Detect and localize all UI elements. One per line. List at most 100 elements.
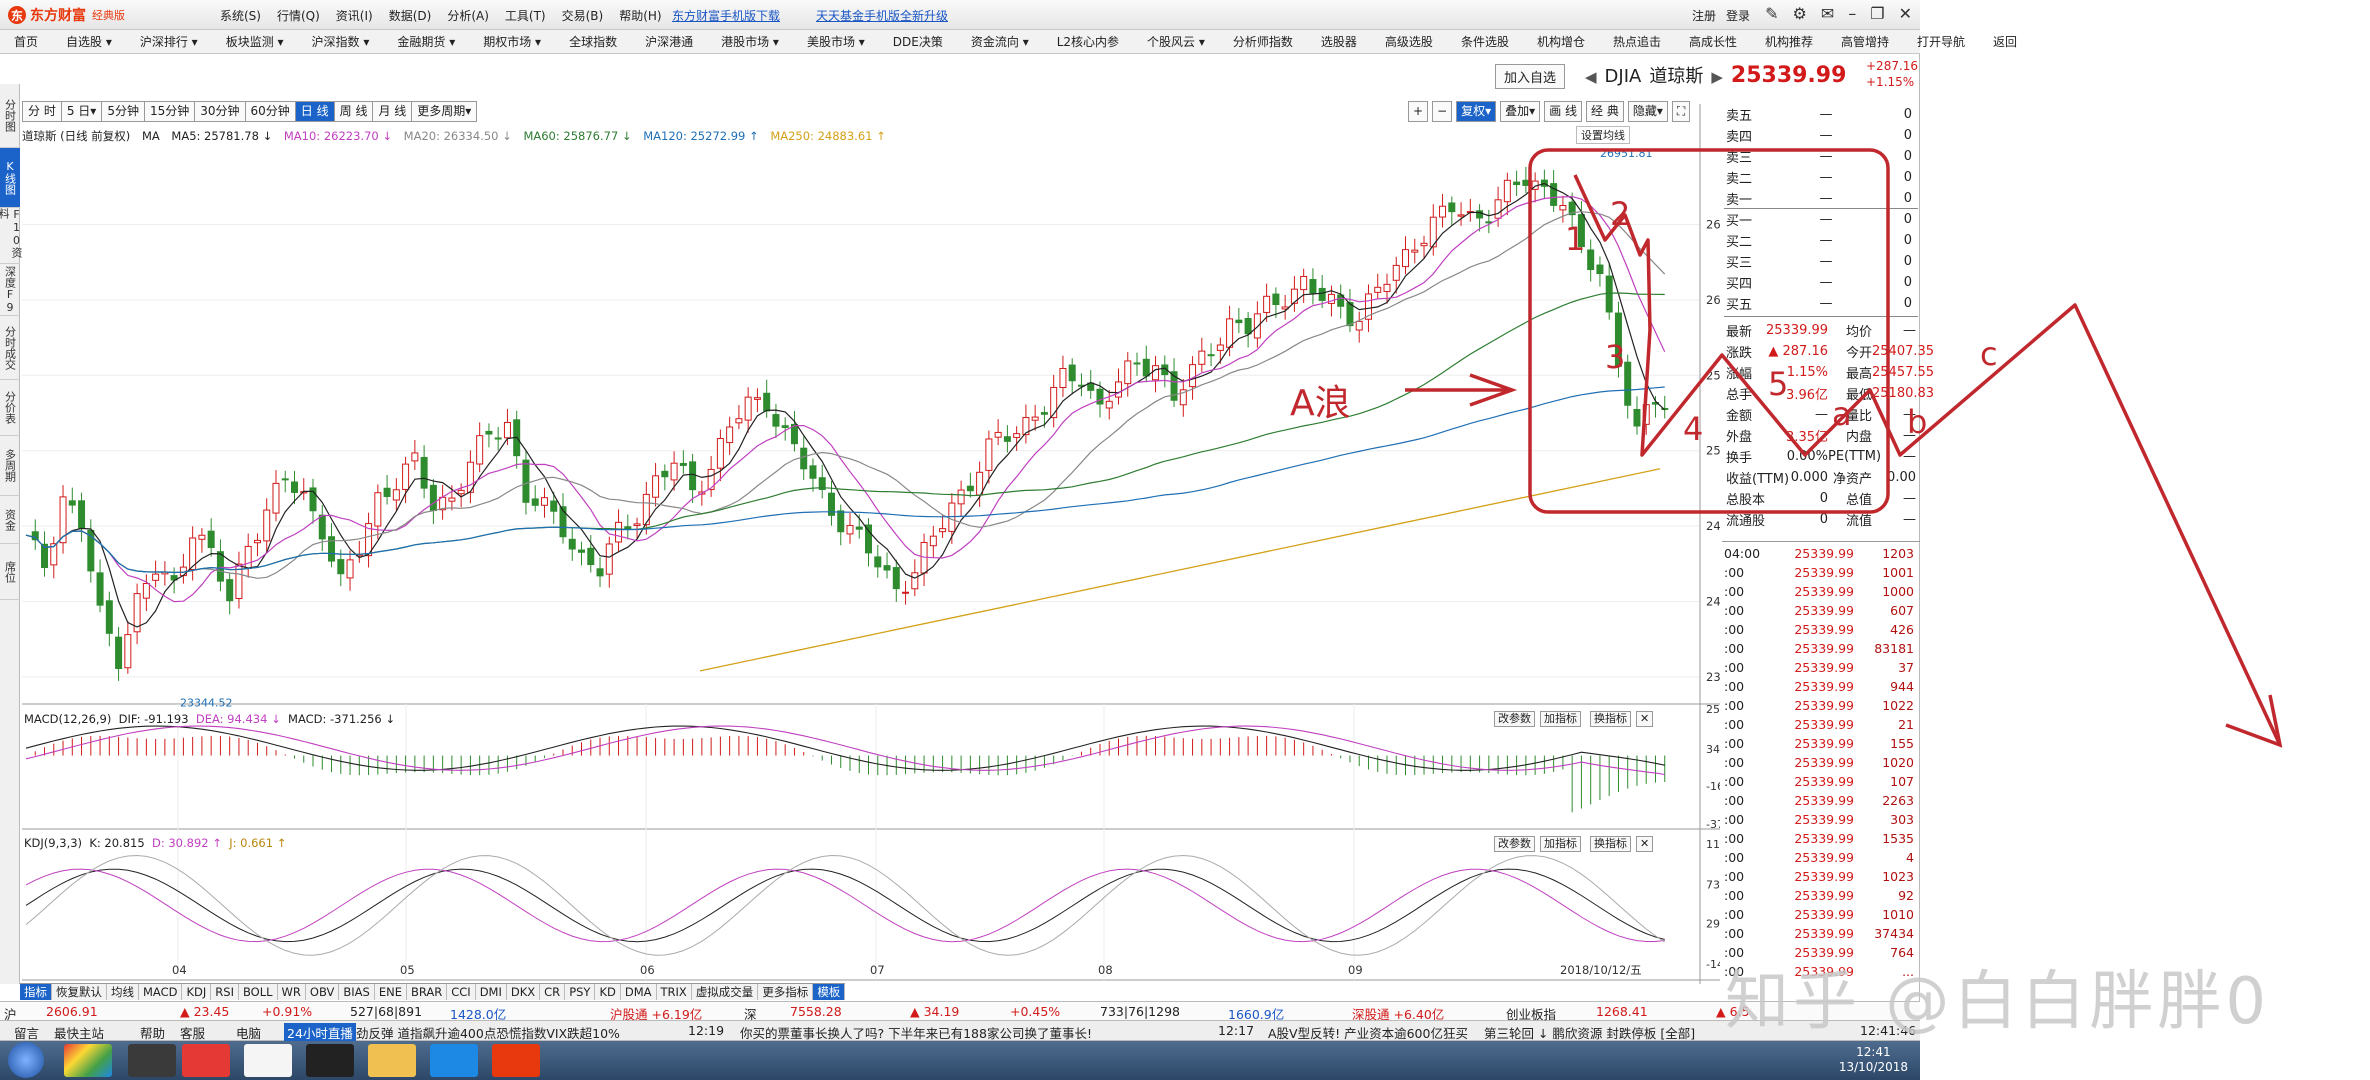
macd-switch-indicator-button[interactable]: 换指标 xyxy=(1590,711,1631,727)
minimize-icon[interactable]: – xyxy=(1848,4,1857,23)
promo-link-mobile[interactable]: 东方财富手机版下载 xyxy=(672,9,781,23)
view-tab-4[interactable]: 分时成交 xyxy=(0,316,20,380)
period-tab-8[interactable]: 月 线 xyxy=(372,101,413,122)
nav-item-6[interactable]: 期权市场 ▾ xyxy=(483,35,542,49)
set-ma-button[interactable]: 设置均线 xyxy=(1576,126,1630,144)
menu-item-4[interactable]: 分析(A) xyxy=(447,9,489,23)
chart-tool-5[interactable]: 经 典 xyxy=(1586,101,1624,122)
nav-item-19[interactable]: 机构增仓 xyxy=(1536,35,1585,49)
message-icon[interactable]: ✉ xyxy=(1820,4,1835,23)
kdj-switch-indicator-button[interactable]: 换指标 xyxy=(1590,836,1631,852)
app-icon-netease[interactable] xyxy=(244,1044,292,1077)
nav-item-11[interactable]: DDE决策 xyxy=(892,35,943,49)
indicator-tab-7[interactable]: WR xyxy=(277,984,306,1000)
indicator-tab-2[interactable]: 均线 xyxy=(107,984,139,1000)
chart-tool-6[interactable]: 隐藏▾ xyxy=(1627,101,1668,122)
nav-item-2[interactable]: 沪深排行 ▾ xyxy=(139,35,198,49)
chart-tool-4[interactable]: 画 线 xyxy=(1544,101,1583,122)
menu-item-1[interactable]: 行情(Q) xyxy=(276,9,320,23)
nav-item-4[interactable]: 沪深指数 ▾ xyxy=(311,35,370,49)
nav-item-8[interactable]: 沪深港通 xyxy=(645,35,694,49)
nav-item-21[interactable]: 高成长性 xyxy=(1688,35,1737,49)
indicator-tab-10[interactable]: ENE xyxy=(374,984,407,1000)
nav-item-20[interactable]: 热点追击 xyxy=(1612,35,1661,49)
add-favorite-button[interactable]: 加入自选 xyxy=(1495,64,1566,89)
folder-icon[interactable] xyxy=(368,1044,416,1077)
nav-item-13[interactable]: L2核心内参 xyxy=(1056,35,1120,49)
settings-icon[interactable]: ⚙ xyxy=(1792,4,1807,23)
view-tab-1[interactable]: K线图 xyxy=(0,148,20,208)
start-button-icon[interactable] xyxy=(8,1042,44,1078)
indicator-tab-0[interactable]: 指标 xyxy=(20,984,52,1000)
app-icon-red-flag[interactable] xyxy=(182,1044,230,1077)
app-icon-w[interactable] xyxy=(430,1044,478,1077)
indicator-tab-1[interactable]: 恢复默认 xyxy=(52,984,107,1000)
nav-item-24[interactable]: 打开导航 xyxy=(1917,35,1966,49)
kdj-close-icon[interactable]: ✕ xyxy=(1636,836,1654,852)
macd-edit-params-button[interactable]: 改参数 xyxy=(1494,711,1535,727)
period-tab-6[interactable]: 日 线 xyxy=(294,101,335,122)
kline-chart-area[interactable]: 23500.024000.024500.025000.025500.026000… xyxy=(0,84,1720,984)
view-tab-8[interactable]: 席位 xyxy=(0,544,20,600)
nav-item-23[interactable]: 高管增持 xyxy=(1841,35,1890,49)
indicator-tab-3[interactable]: MACD xyxy=(139,984,183,1000)
news-item-5[interactable]: 24小时直播 xyxy=(284,1023,356,1042)
nav-item-1[interactable]: 自选股 ▾ xyxy=(66,35,112,49)
indicator-tab-16[interactable]: PSY xyxy=(565,984,596,1000)
menu-item-3[interactable]: 数据(D) xyxy=(388,9,432,23)
indicator-tab-6[interactable]: BOLL xyxy=(238,984,278,1000)
nav-item-10[interactable]: 美股市场 ▾ xyxy=(806,35,865,49)
indicator-tab-20[interactable]: 虚拟成交量 xyxy=(691,984,759,1000)
nav-item-15[interactable]: 分析师指数 xyxy=(1232,35,1293,49)
indicator-tab-4[interactable]: KDJ xyxy=(182,984,212,1000)
news-item-1[interactable]: 最快主站 xyxy=(54,1026,105,1041)
chart-tool-3[interactable]: 叠加▾ xyxy=(1500,101,1541,122)
indicator-tab-14[interactable]: DKX xyxy=(506,984,541,1000)
promo-link-fund[interactable]: 天天基金手机版全新升级 xyxy=(816,9,949,23)
period-tab-7[interactable]: 周 线 xyxy=(333,101,374,122)
news-item-2[interactable]: 帮助 xyxy=(140,1026,166,1041)
indicator-tab-9[interactable]: BIAS xyxy=(339,984,375,1000)
view-tab-7[interactable]: 资金 xyxy=(0,496,20,544)
nav-item-3[interactable]: 板块监测 ▾ xyxy=(225,35,284,49)
menu-item-5[interactable]: 工具(T) xyxy=(504,9,546,23)
view-tab-0[interactable]: 分时图 xyxy=(0,84,20,148)
prev-arrow-icon[interactable]: ◀ xyxy=(1585,68,1597,86)
view-tab-2[interactable]: F10资料 xyxy=(0,208,23,264)
nav-item-7[interactable]: 全球指数 xyxy=(569,35,618,49)
app-icon-colorful[interactable] xyxy=(64,1044,112,1077)
indicator-tab-21[interactable]: 更多指标 xyxy=(758,984,814,1000)
indicator-tab-18[interactable]: DMA xyxy=(620,984,657,1000)
nav-item-25[interactable]: 返回 xyxy=(1993,35,2018,49)
login-link[interactable]: 登录 xyxy=(1725,9,1750,23)
indicator-tab-22[interactable]: 模板 xyxy=(813,984,846,1000)
chart-tool-0[interactable]: + xyxy=(1408,101,1429,122)
nav-item-14[interactable]: 个股风云 ▾ xyxy=(1147,35,1205,49)
restore-icon[interactable]: ❐ xyxy=(1870,4,1885,23)
news-item-4[interactable]: 电脑 xyxy=(236,1026,262,1041)
nav-item-9[interactable]: 港股市场 ▾ xyxy=(721,35,779,49)
macd-close-icon[interactable]: ✕ xyxy=(1636,711,1654,727)
menu-item-7[interactable]: 帮助(H) xyxy=(619,9,662,23)
indicator-tab-5[interactable]: RSI xyxy=(211,984,239,1000)
close-icon[interactable]: ✕ xyxy=(1898,4,1912,23)
view-tab-3[interactable]: 深度F9 xyxy=(0,264,20,316)
indicator-tab-19[interactable]: TRIX xyxy=(656,984,692,1000)
kdj-edit-params-button[interactable]: 改参数 xyxy=(1494,836,1535,852)
eastmoney-taskbar-icon[interactable] xyxy=(492,1044,540,1077)
app-icon-dark[interactable] xyxy=(128,1044,176,1077)
chart-tool-2[interactable]: 复权▾ xyxy=(1456,101,1497,122)
nav-item-12[interactable]: 资金流向 ▾ xyxy=(970,35,1029,49)
nav-item-18[interactable]: 条件选股 xyxy=(1460,35,1509,49)
macd-add-indicator-button[interactable]: 加指标 xyxy=(1540,711,1581,727)
period-tab-9[interactable]: 更多周期▾ xyxy=(411,101,478,122)
indicator-tab-17[interactable]: KD xyxy=(595,984,621,1000)
menu-item-6[interactable]: 交易(B) xyxy=(561,9,604,23)
view-tab-6[interactable]: 多周期 xyxy=(0,436,20,496)
indicator-tab-8[interactable]: OBV xyxy=(305,984,340,1000)
view-tab-5[interactable]: 分价表 xyxy=(0,380,20,436)
nav-item-16[interactable]: 选股器 xyxy=(1320,35,1357,49)
nav-item-0[interactable]: 首页 xyxy=(14,35,39,49)
chart-tool-1[interactable]: − xyxy=(1432,101,1453,122)
indicator-tab-15[interactable]: CR xyxy=(540,984,566,1000)
